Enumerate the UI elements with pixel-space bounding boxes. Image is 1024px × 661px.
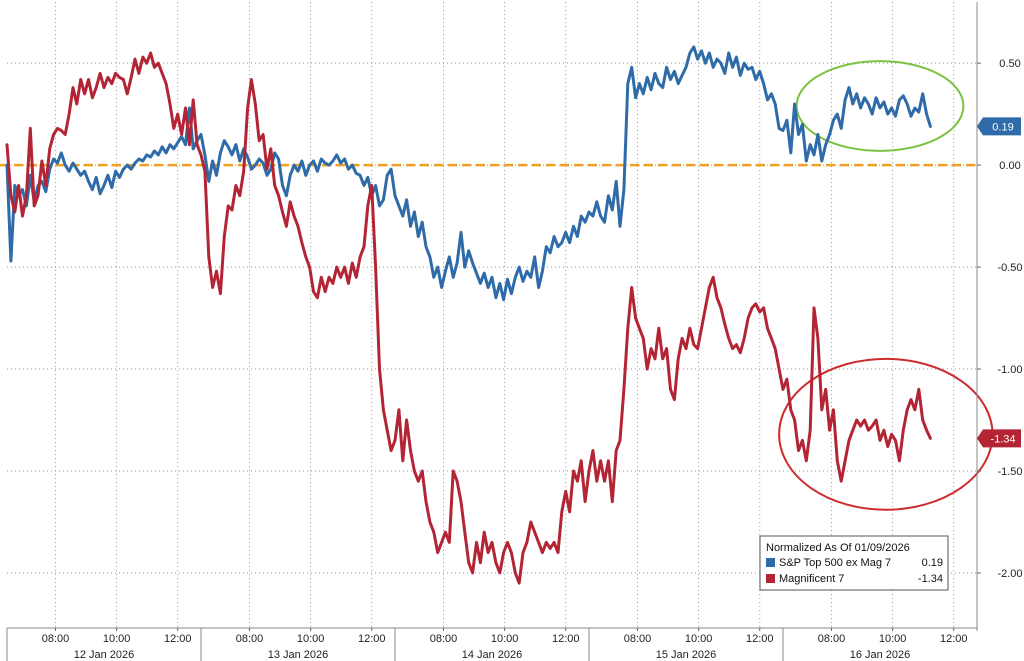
- legend-value-sp-top-500: 0.19: [922, 557, 943, 569]
- y-tick-label: -1.00: [997, 364, 1022, 376]
- series-line-s-p-top-500-ex-mag-7: [5, 45, 932, 302]
- x-tick-label: 10:00: [685, 633, 713, 645]
- last-value-badges: 0.19 -1.34: [977, 117, 1021, 448]
- x-tick-label: 10:00: [103, 633, 131, 645]
- x-tick-label: 12:00: [746, 633, 774, 645]
- legend-title: Normalized As Of 01/09/2026: [766, 542, 910, 554]
- x-tick-label: 08:00: [236, 633, 264, 645]
- legend-box: [759, 535, 949, 591]
- day-label: 13 Jan 2026: [268, 649, 329, 661]
- y-tick-label: 0.50: [999, 58, 1020, 70]
- last-value-badge-s-p-top-500-ex-mag-7: 0.19: [977, 117, 1021, 136]
- x-tick-label: 10:00: [879, 633, 907, 645]
- legend: Normalized As Of 01/09/2026 S&P Top 500 …: [759, 535, 949, 591]
- y-tick-label: 0.00: [999, 160, 1020, 172]
- day-label: 15 Jan 2026: [656, 649, 717, 661]
- x-tick-label: 12:00: [552, 633, 580, 645]
- series-layer: [5, 45, 932, 585]
- y-tick-label: -0.50: [997, 262, 1022, 274]
- badge-value: 0.19: [992, 121, 1013, 133]
- x-tick-label: 08:00: [818, 633, 846, 645]
- series-line-magnificent-7: [5, 51, 932, 585]
- legend-swatch-magnificent-7: [766, 574, 775, 583]
- day-label: 16 Jan 2026: [850, 649, 911, 661]
- legend-swatch-sp-top-500: [766, 558, 775, 567]
- x-tick-label: 12:00: [940, 633, 968, 645]
- y-tick-label: -1.50: [997, 466, 1022, 478]
- badge-shape: [977, 117, 1021, 136]
- grid: [7, 2, 977, 628]
- legend-value-magnificent-7: -1.34: [918, 573, 943, 585]
- legend-label-magnificent-7: Magnificent 7: [779, 573, 844, 585]
- day-label: 14 Jan 2026: [462, 649, 523, 661]
- x-tick-label: 08:00: [430, 633, 458, 645]
- x-tick-label: 12:00: [164, 633, 192, 645]
- x-axis: 12 Jan 2026 13 Jan 2026 14 Jan 2026 15 Jan …: [6, 627, 977, 661]
- x-tick-label: 08:00: [624, 633, 652, 645]
- x-tick-label: 08:00: [42, 633, 70, 645]
- y-tick-label: -2.00: [997, 568, 1022, 580]
- legend-label-sp-top-500: S&P Top 500 ex Mag 7: [779, 557, 891, 569]
- badge-value: -1.34: [990, 433, 1015, 445]
- badge-shape: [977, 429, 1021, 448]
- x-tick-label: 10:00: [491, 633, 519, 645]
- x-tick-label: 12:00: [358, 633, 386, 645]
- day-label: 12 Jan 2026: [74, 649, 135, 661]
- annotation-ellipse-1: [795, 60, 965, 152]
- last-value-badge-magnificent-7: -1.34: [977, 429, 1021, 448]
- y-axis: 0.50 0.00 -0.50 -1.00 -1.50 -2.00: [976, 2, 1023, 631]
- x-tick-label: 10:00: [297, 633, 325, 645]
